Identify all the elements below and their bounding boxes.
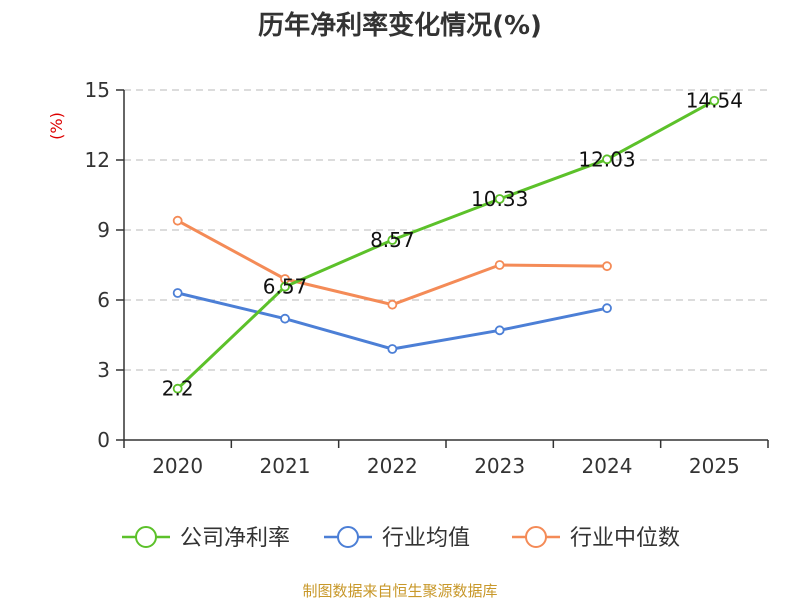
legend-item[interactable]: 行业中位数	[512, 526, 680, 551]
legend-item[interactable]: 行业均值	[324, 526, 470, 551]
y-tick-label: 3	[97, 358, 110, 382]
data-point	[494, 194, 505, 204]
data-point	[602, 303, 612, 314]
data-point	[602, 154, 612, 165]
data-label: 8.57	[370, 228, 415, 252]
data-point	[494, 260, 505, 270]
data-point	[387, 344, 398, 354]
data-point	[709, 95, 720, 106]
y-tick-label: 0	[97, 428, 110, 452]
chart-title: 历年净利率变化情况(%)	[258, 10, 542, 41]
data-point	[172, 215, 183, 226]
axes: 0 3 6 9 12 15 2020 2021 2022 2023 2024 2025	[85, 78, 769, 478]
legend-marker	[135, 526, 157, 548]
y-tick-label: 12	[85, 148, 110, 172]
x-tick-label: 2022	[367, 454, 418, 478]
data-label: 6.57	[263, 275, 308, 299]
data-point	[387, 299, 398, 310]
data-point	[280, 281, 290, 292]
x-tick-label: 2024	[582, 454, 633, 478]
x-tick-label: 2023	[474, 454, 525, 478]
legend-label: 公司净利率	[180, 526, 290, 551]
data-labels: 2.2 6.57 8.57 10.33 12.03 14.54	[162, 89, 743, 401]
data-point	[172, 383, 183, 394]
data-point	[172, 288, 183, 298]
data-label: 12.03	[578, 147, 635, 171]
legend-label: 行业中位数	[570, 526, 680, 551]
x-tick-label: 2020	[152, 454, 203, 478]
data-point	[494, 325, 505, 336]
legend-label: 行业均值	[382, 526, 470, 551]
x-tick-label: 2025	[689, 454, 740, 478]
y-tick-label: 6	[97, 288, 110, 312]
data-point	[387, 235, 398, 245]
y-axis-unit: (%)	[47, 112, 66, 140]
series-line	[176, 99, 716, 390]
legend-marker	[337, 526, 359, 548]
series-group	[172, 95, 720, 394]
data-point	[280, 313, 290, 324]
legend-item[interactable]: 公司净利率	[122, 526, 290, 551]
data-label: 10.33	[471, 187, 528, 211]
y-tick-label: 15	[85, 78, 110, 102]
x-tick-label: 2021	[260, 454, 311, 478]
legend-marker	[525, 526, 547, 548]
data-label: 2.2	[162, 377, 194, 401]
source-note: 制图数据来自恒生聚源数据库	[302, 582, 497, 600]
y-tick-label: 9	[97, 218, 110, 242]
legend: 公司净利率 行业均值 行业中位数	[122, 526, 680, 551]
gridlines	[124, 89, 768, 371]
data-label: 14.54	[686, 89, 743, 113]
data-point	[602, 261, 612, 272]
